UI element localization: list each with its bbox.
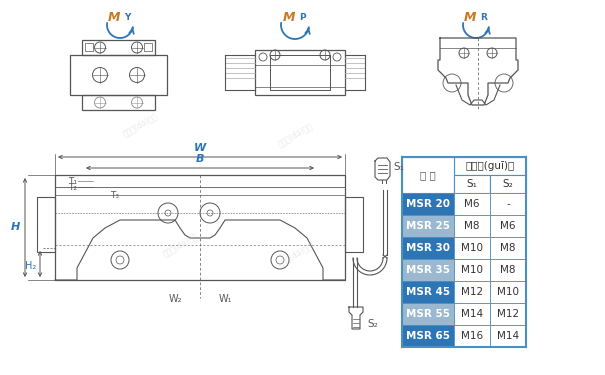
Bar	[490, 237, 526, 259]
Bar	[144, 43, 152, 51]
Text: -: -	[506, 199, 510, 209]
Text: M10: M10	[461, 265, 483, 275]
Bar	[454, 175, 490, 193]
Text: 螺栓規(guī)格: 螺栓規(guī)格	[465, 161, 515, 171]
Bar	[490, 303, 526, 325]
Text: T₃: T₃	[110, 190, 119, 200]
Text: Y: Y	[124, 13, 130, 22]
Text: M14: M14	[461, 309, 483, 319]
Text: MSR 65: MSR 65	[406, 331, 450, 341]
Text: S₂: S₂	[367, 319, 378, 329]
Bar	[454, 259, 490, 281]
Bar	[454, 325, 490, 347]
Text: MSR 30: MSR 30	[406, 243, 450, 253]
Bar	[490, 325, 526, 347]
Bar	[490, 259, 526, 281]
Bar	[270, 55, 330, 90]
Text: H: H	[11, 222, 20, 232]
Bar	[255, 50, 345, 95]
Text: M14: M14	[497, 331, 519, 341]
Text: M6: M6	[464, 199, 480, 209]
Bar	[454, 157, 526, 175]
Text: M: M	[108, 11, 120, 24]
Text: MSR 25: MSR 25	[406, 221, 450, 231]
Text: M8: M8	[464, 221, 480, 231]
Bar	[82, 95, 155, 110]
Bar	[402, 157, 454, 193]
Text: 雅威達(dá)傳動: 雅威達(dá)傳動	[276, 242, 314, 268]
Text: M10: M10	[461, 243, 483, 253]
Bar	[490, 215, 526, 237]
Bar	[402, 237, 454, 259]
Bar	[82, 40, 155, 55]
Bar	[490, 193, 526, 215]
Bar	[402, 215, 454, 237]
Text: S₁: S₁	[393, 162, 404, 172]
Bar	[490, 281, 526, 303]
Text: M: M	[463, 11, 476, 24]
Text: M8: M8	[500, 243, 515, 253]
Bar	[70, 55, 167, 95]
Text: M12: M12	[461, 287, 483, 297]
Bar	[37, 197, 55, 252]
Text: M16: M16	[461, 331, 483, 341]
Bar	[85, 43, 93, 51]
Text: S₁: S₁	[466, 179, 477, 189]
Text: W₂: W₂	[168, 294, 182, 304]
Bar	[454, 193, 490, 215]
Text: MSR 35: MSR 35	[406, 265, 450, 275]
Text: W₁: W₁	[218, 294, 232, 304]
Bar	[402, 193, 454, 215]
Text: M8: M8	[500, 265, 515, 275]
Bar	[454, 303, 490, 325]
Text: 雅威達(dá)傳動: 雅威達(dá)傳動	[121, 111, 159, 139]
Bar	[345, 197, 363, 252]
Bar	[454, 281, 490, 303]
Text: M10: M10	[497, 287, 519, 297]
Text: 型 號: 型 號	[420, 170, 436, 180]
Bar	[402, 303, 454, 325]
Text: M6: M6	[500, 221, 515, 231]
Text: 雅威達(dá)傳動: 雅威達(dá)傳動	[276, 122, 314, 148]
Bar	[490, 175, 526, 193]
Text: P: P	[299, 13, 306, 22]
Bar	[454, 237, 490, 259]
Text: H₂: H₂	[25, 261, 36, 271]
Bar	[402, 281, 454, 303]
Text: MSR 45: MSR 45	[406, 287, 450, 297]
Bar	[454, 215, 490, 237]
Text: T₁: T₁	[68, 177, 77, 186]
Text: R: R	[480, 13, 487, 22]
Text: W: W	[194, 143, 206, 153]
Text: MSR 20: MSR 20	[406, 199, 450, 209]
Text: MSR 55: MSR 55	[406, 309, 450, 319]
Text: S₂: S₂	[503, 179, 514, 189]
Text: M: M	[283, 11, 295, 24]
Bar	[402, 259, 454, 281]
Text: 雅威達(dá)傳動: 雅威達(dá)傳動	[161, 231, 199, 259]
Bar	[402, 325, 454, 347]
Bar	[55, 175, 345, 280]
Text: T₂: T₂	[68, 183, 77, 192]
Text: M12: M12	[497, 309, 519, 319]
Text: B: B	[196, 154, 204, 164]
